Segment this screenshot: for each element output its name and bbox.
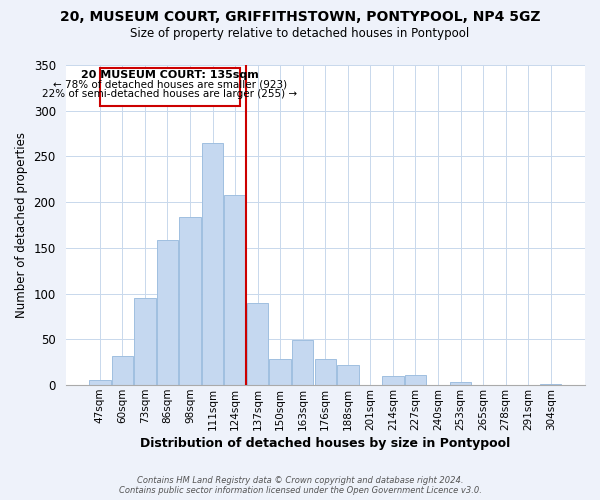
Text: Contains HM Land Registry data © Crown copyright and database right 2024.: Contains HM Land Registry data © Crown c… bbox=[137, 476, 463, 485]
Bar bbox=[405, 375, 426, 385]
Bar bbox=[202, 143, 223, 385]
Bar bbox=[134, 298, 155, 385]
Bar bbox=[540, 384, 562, 385]
Bar bbox=[157, 240, 178, 385]
Bar bbox=[247, 303, 268, 385]
Text: 20, MUSEUM COURT, GRIFFITHSTOWN, PONTYPOOL, NP4 5GZ: 20, MUSEUM COURT, GRIFFITHSTOWN, PONTYPO… bbox=[60, 10, 540, 24]
Bar bbox=[89, 380, 110, 385]
Bar bbox=[224, 195, 246, 385]
Bar bbox=[179, 217, 201, 385]
Bar bbox=[450, 382, 471, 385]
Text: 22% of semi-detached houses are larger (255) →: 22% of semi-detached houses are larger (… bbox=[42, 89, 297, 99]
Text: Size of property relative to detached houses in Pontypool: Size of property relative to detached ho… bbox=[130, 28, 470, 40]
Bar bbox=[314, 358, 336, 385]
Bar bbox=[337, 365, 359, 385]
Bar bbox=[382, 376, 404, 385]
X-axis label: Distribution of detached houses by size in Pontypool: Distribution of detached houses by size … bbox=[140, 437, 511, 450]
Bar bbox=[269, 358, 291, 385]
Text: ← 78% of detached houses are smaller (923): ← 78% of detached houses are smaller (92… bbox=[53, 80, 287, 90]
Bar bbox=[292, 340, 313, 385]
Y-axis label: Number of detached properties: Number of detached properties bbox=[15, 132, 28, 318]
Text: Contains public sector information licensed under the Open Government Licence v3: Contains public sector information licen… bbox=[119, 486, 481, 495]
FancyBboxPatch shape bbox=[100, 68, 240, 106]
Text: 20 MUSEUM COURT: 135sqm: 20 MUSEUM COURT: 135sqm bbox=[81, 70, 259, 81]
Bar bbox=[112, 356, 133, 385]
